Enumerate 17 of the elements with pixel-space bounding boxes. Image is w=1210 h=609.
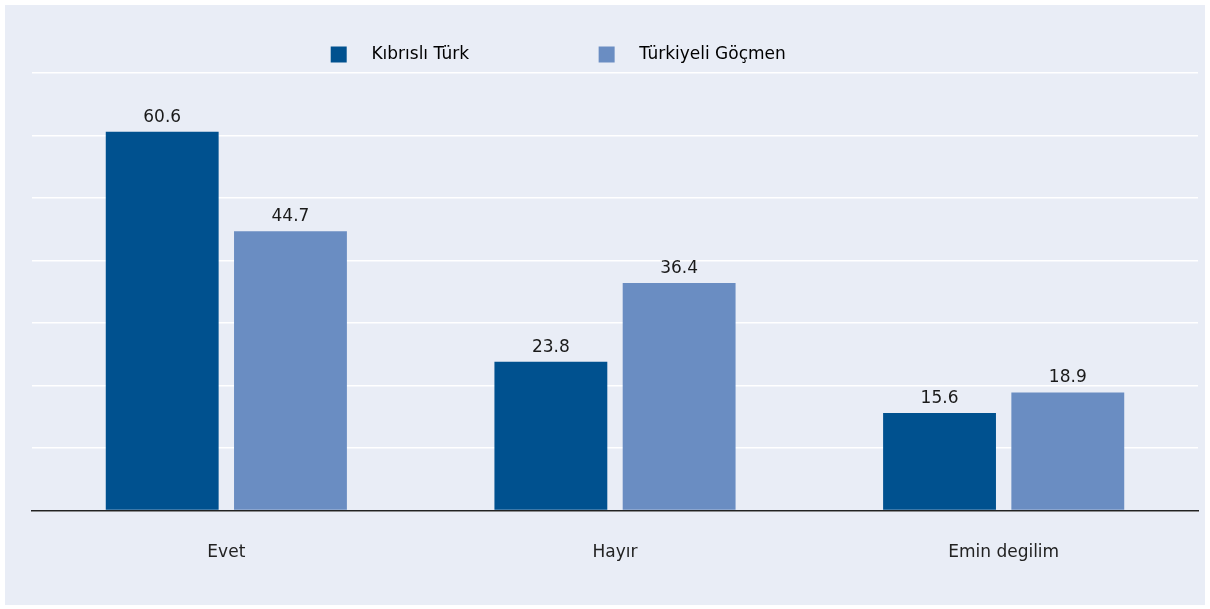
bar bbox=[883, 413, 996, 510]
data-label: 36.4 bbox=[660, 256, 699, 277]
legend-label: Kıbrıslı Türk bbox=[355, 42, 583, 63]
bar bbox=[105, 131, 219, 510]
x-tick-label: Evet bbox=[207, 541, 246, 562]
bar bbox=[1011, 392, 1125, 510]
data-label: 15.6 bbox=[920, 387, 959, 407]
data-label: 23.8 bbox=[531, 335, 570, 356]
x-tick-label: Emin degilim bbox=[948, 541, 1060, 562]
legend-label: Türkiyeli Göçmen bbox=[623, 42, 900, 63]
data-label: 18.9 bbox=[1048, 366, 1087, 387]
bar bbox=[622, 283, 736, 510]
bar bbox=[234, 231, 347, 510]
data-label: 60.6 bbox=[143, 105, 182, 126]
bar bbox=[494, 361, 608, 510]
data-label: 44.7 bbox=[271, 205, 310, 226]
x-tick-label: Hayır bbox=[592, 541, 638, 562]
